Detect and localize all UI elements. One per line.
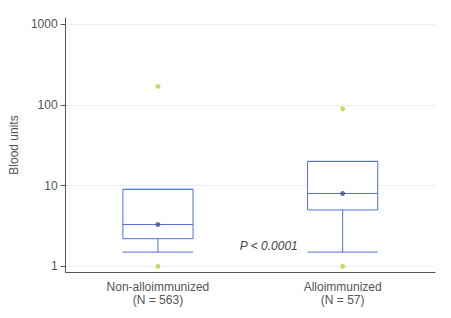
svg-text:100: 100 xyxy=(38,98,58,112)
svg-text:10: 10 xyxy=(44,179,58,193)
svg-text:Blood units: Blood units xyxy=(7,115,21,174)
svg-text:1000: 1000 xyxy=(31,17,58,31)
svg-text:1: 1 xyxy=(51,259,58,273)
svg-text:Alloimmunized: Alloimmunized xyxy=(304,280,382,294)
svg-text:P < 0.0001: P < 0.0001 xyxy=(240,239,298,253)
svg-text:Non-alloimmunized: Non-alloimmunized xyxy=(107,280,210,294)
svg-text:(N = 563): (N = 563) xyxy=(133,293,183,307)
svg-text:(N = 57): (N = 57) xyxy=(321,293,365,307)
